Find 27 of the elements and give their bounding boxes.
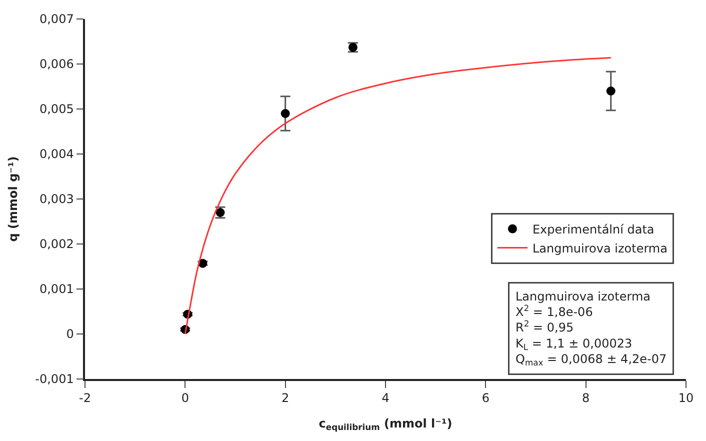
x-tick-label: 8 xyxy=(582,391,590,406)
point xyxy=(606,86,616,96)
point xyxy=(280,109,290,118)
y-tick-label: -0,001 xyxy=(35,372,74,386)
x-axis-title: c$_{equilibrium}$ (mmol l⁻¹) xyxy=(318,416,452,432)
annotation: X$^{2}$ = 1,8e-06 xyxy=(516,303,593,320)
x-tick-label: 0 xyxy=(181,391,189,406)
x-tick-label: 10 xyxy=(678,391,694,406)
y-tick-label: 0,001 xyxy=(39,282,74,296)
legend-label: Experimentální data xyxy=(532,222,654,236)
annotation: Langmuirova izoterma xyxy=(516,290,650,304)
y-axis-title: q (mmol g⁻¹) xyxy=(6,156,20,242)
y-tick-label: 0,002 xyxy=(39,237,74,252)
legend-label: Langmuirova izoterma xyxy=(532,241,668,256)
x-tick-label: 2 xyxy=(282,391,290,406)
y-tick-label: 0,004 xyxy=(39,147,74,162)
y-tick-label: 0,006 xyxy=(39,57,74,72)
y-tick-label: 0,005 xyxy=(39,102,74,116)
y-tick-label: 0,003 xyxy=(39,192,74,206)
x-tick-label: 4 xyxy=(382,391,390,406)
annotation: Q$_{max}$ = 0,0068 ± 4,2e-07 xyxy=(516,352,667,368)
x-tick-label: -2 xyxy=(79,391,91,406)
x-tick-label: 6 xyxy=(482,391,490,406)
y-tick-label: 0,007 xyxy=(39,12,74,26)
y-tick-label: 0 xyxy=(66,327,74,342)
annotation: R$^{2}$ = 0,95 xyxy=(516,318,574,335)
annotation: K$_{L}$ = 1,1 ± 0,00023 xyxy=(516,336,632,352)
